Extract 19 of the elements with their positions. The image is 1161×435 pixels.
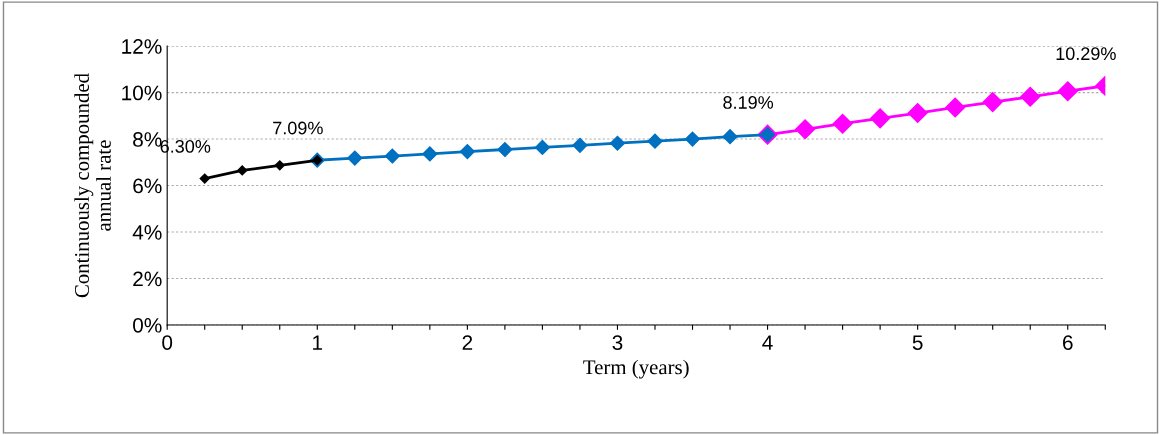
annotation: 10.29% — [1056, 47, 1116, 61]
y-tick-label: 2% — [133, 271, 162, 287]
y-tick-label: 8% — [133, 132, 162, 147]
x-tick-label: 3 — [612, 335, 623, 350]
y-tick-label: 12% — [122, 39, 162, 54]
x-tick-label: 2 — [462, 335, 473, 350]
annotation: 8.19% — [723, 96, 774, 109]
annotation: 7.09% — [273, 121, 323, 135]
x-axis-title: Term (years) — [583, 359, 689, 379]
y-axis-title: Continuously compounded annual rate — [74, 73, 111, 298]
y-tick-label: 10% — [122, 85, 162, 101]
y-tick-label: 0% — [133, 317, 162, 333]
x-tick-label: 4 — [762, 335, 773, 350]
x-tick-label: 6 — [1063, 335, 1073, 350]
x-tick-label: 5 — [912, 335, 923, 350]
x-tick-label: 1 — [313, 335, 323, 350]
y-tick-label: 6% — [133, 178, 162, 194]
y-tick-label: 4% — [132, 225, 162, 240]
x-tick-label: 0 — [162, 335, 173, 350]
